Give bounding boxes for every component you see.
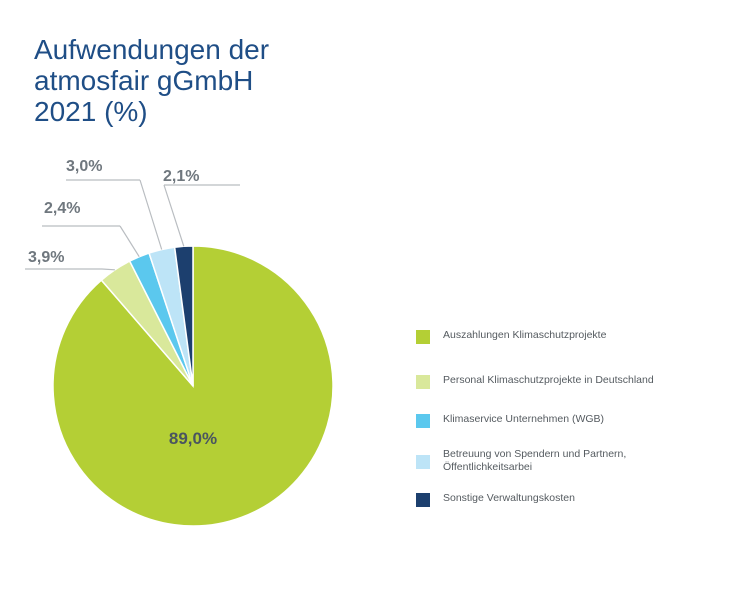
slice-value-label: 89,0% (169, 429, 217, 448)
leader-line (25, 268, 115, 271)
slice-value-label: 3,0% (66, 158, 102, 175)
chart-title-line-3: 2021 (%) (34, 96, 148, 127)
chart-title-line-2: atmosfair gGmbH (34, 65, 254, 96)
legend-item-betreuung: Betreuung von Spendern und Partnern, Öff… (416, 448, 683, 474)
legend-swatch (416, 330, 430, 344)
legend-label-line: Betreuung von Spendern und Partnern, (443, 448, 627, 460)
pie-slice (173, 245, 194, 387)
legend-label-line: Sonstige Verwaltungskosten (443, 492, 575, 504)
legend-label: Personal Klimaschutzprojekte in Deutschl… (443, 374, 683, 387)
chart-title: Aufwendungen der atmosfair gGmbH 2021 (%… (34, 34, 354, 127)
legend-item-personal: Personal Klimaschutzprojekte in Deutschl… (416, 374, 683, 389)
legend-label: Auszahlungen Klimaschutzprojekte (443, 329, 683, 342)
legend-swatch (416, 493, 430, 507)
legend-swatch (416, 375, 430, 389)
legend-label-line: Klimaservice Unternehmen (WGB) (443, 413, 605, 425)
slice-value-label: 2,1% (163, 168, 199, 185)
leader-line (163, 184, 240, 247)
slice-value-label: 3,9% (28, 249, 64, 266)
legend-label-line: Auszahlungen Klimaschutzprojekte (443, 329, 607, 341)
legend-label-line: Personal Klimaschutzprojekte in Deutschl… (443, 374, 654, 386)
legend-label: Klimaservice Unternehmen (WGB) (443, 413, 683, 426)
legend-item-klimaservice: Klimaservice Unternehmen (WGB) (416, 413, 683, 428)
legend-item-auszahlungen: Auszahlungen Klimaschutzprojekte (416, 329, 683, 344)
legend-swatch (416, 455, 430, 469)
legend-label: Sonstige Verwaltungskosten (443, 492, 683, 505)
legend-label: Betreuung von Spendern und Partnern, Öff… (443, 448, 683, 474)
legend-label-line: Öffentlichkeitsarbei (443, 461, 533, 473)
leader-line (42, 225, 140, 258)
legend-item-verwaltung: Sonstige Verwaltungskosten (416, 492, 683, 507)
leader-line (66, 179, 163, 250)
legend-swatch (416, 414, 430, 428)
chart-title-line-1: Aufwendungen der (34, 34, 270, 65)
slice-value-label: 2,4% (44, 200, 80, 217)
